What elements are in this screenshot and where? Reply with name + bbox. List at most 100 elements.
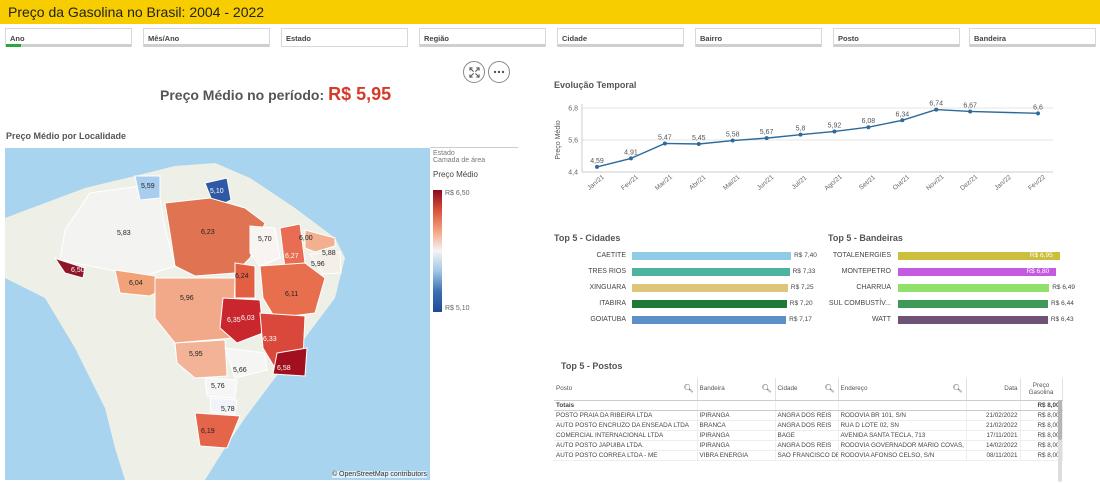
bar-category-label: MONTEPETRO (841, 268, 891, 275)
data-point (662, 141, 667, 146)
bar-row[interactable]: WATT (820, 315, 891, 325)
table-row[interactable]: POSTO PRAIA DA RIBEIRA LTDA IPIRANGA ANGRA… (554, 410, 1063, 421)
state-goias[interactable] (219, 297, 264, 344)
x-tick-label: Jan/22 (993, 174, 1013, 192)
state-tocantins[interactable] (234, 262, 256, 299)
totals-row: Totais R$ 8,00 (554, 400, 1063, 411)
map-label: 6,19 (201, 428, 215, 435)
bar-row[interactable]: ITABIRA (554, 299, 626, 309)
col-preco[interactable]: Preço Gasolina (1020, 378, 1063, 401)
search-icon[interactable]: 🔍︎ (952, 384, 963, 393)
bar[interactable] (632, 252, 792, 260)
bar[interactable] (632, 268, 790, 276)
col-cidade[interactable]: Cidade 🔍︎ (775, 378, 839, 401)
state-roraima[interactable] (134, 175, 161, 201)
bar-row[interactable]: SUL COMBUSTÍV... (820, 299, 891, 309)
bar-category-label: CHARRUA (856, 284, 891, 291)
state-maranhao[interactable] (249, 225, 281, 267)
table-row[interactable]: AUTO POSTO JAPUIBA LTDA. IPIRANGA ANGRA DO… (554, 440, 1063, 451)
filter-posto[interactable]: Posto (833, 28, 960, 47)
table-cell: IPIRANGA (697, 430, 776, 441)
filter-bandeira[interactable]: Bandeira (969, 28, 1096, 47)
bar-row[interactable]: XINGUARA (554, 283, 626, 293)
table-row[interactable]: AUTO POSTO CORREA LTDA - ME VIBRA ENERGIA… (554, 450, 1063, 461)
filter-regiao[interactable]: Região (419, 28, 546, 47)
legend-gradient (433, 190, 442, 312)
x-tick-label: Fev/22 (1027, 174, 1047, 192)
search-icon[interactable]: 🔍︎ (683, 384, 694, 393)
bar-value-label: R$ 6,80 (1026, 268, 1050, 275)
bar[interactable] (898, 300, 1049, 308)
state-parana[interactable] (204, 377, 238, 399)
map-label: 5,76 (211, 383, 225, 390)
col-posto[interactable]: Posto 🔍︎ (554, 378, 698, 401)
table-row[interactable]: COMERCIAL INTERNACIONAL LTDA IPIRANGA BAGE… (554, 430, 1063, 441)
expand-button[interactable] (463, 61, 485, 83)
data-label: 5,45 (692, 135, 706, 142)
bar-category-label: TRES RIOS (588, 268, 626, 275)
bar[interactable] (632, 300, 787, 308)
filter-bairro[interactable]: Bairro (695, 28, 822, 47)
bar-row[interactable]: MONTEPETRO (820, 267, 891, 277)
data-label: 4,91 (624, 149, 638, 156)
bar[interactable] (898, 284, 1050, 292)
state-rio-grande-do-sul[interactable] (194, 412, 241, 449)
bar-value-label: R$ 7,20 (789, 300, 813, 307)
data-point (696, 142, 701, 146)
state-mato-grosso[interactable] (154, 277, 236, 344)
x-tick-label: Dez/21 (959, 173, 980, 192)
search-icon[interactable]: 🔍︎ (824, 384, 835, 393)
bar-row[interactable]: TOTALENERGIES (820, 251, 891, 261)
bar-category-label: TOTALENERGIES (832, 252, 891, 259)
data-point (1036, 111, 1040, 116)
table-cell: R$ 8,00 (1020, 450, 1063, 461)
bar[interactable] (898, 252, 1060, 260)
legend-sub: Camada de área (433, 157, 486, 164)
state-rio-de-janeiro[interactable] (272, 347, 308, 377)
filter-estado[interactable]: Estado (281, 28, 408, 47)
table-row[interactable]: AUTO POSTO ENCRUZO DA ENSEADA LTDA BRANCA… (554, 420, 1063, 431)
table-cell: AUTO POSTO ENCRUZO DA ENSEADA LTDA (554, 420, 698, 431)
map-credit[interactable]: © OpenStreetMap contributors (331, 471, 427, 478)
bar-row[interactable]: CHARRUA (820, 283, 891, 293)
line-chart[interactable]: 6,8 5,6 4,4 Preço Médio 4,59 Jan/21 4,91 Fev/21… (548, 96, 1068, 196)
more-button[interactable] (488, 61, 510, 83)
state-sao-paulo[interactable] (224, 347, 268, 379)
filter-cidade[interactable]: Cidade (557, 28, 684, 47)
search-icon[interactable]: 🔍︎ (761, 384, 772, 393)
bar[interactable] (632, 284, 788, 292)
x-tick-label: Set/21 (858, 174, 877, 192)
col-endereco[interactable]: Endereço 🔍︎ (838, 378, 967, 401)
data-label: 6,34 (895, 111, 909, 118)
bar[interactable] (632, 316, 787, 324)
state-bahia[interactable] (259, 262, 326, 319)
state-ceara[interactable] (304, 229, 336, 253)
bar-row[interactable]: CAETITE (554, 251, 626, 261)
state-mato-grosso-do-sul[interactable] (174, 339, 228, 379)
data-label: 6,08 (862, 118, 876, 125)
bar[interactable] (898, 316, 1048, 324)
table-cell: R$ 8,00 (1020, 410, 1063, 421)
bar-category-label: ITABIRA (599, 300, 626, 307)
map-label: 5,10 (210, 188, 224, 195)
filter-mes-ano[interactable]: Mês/Ano (143, 28, 270, 47)
bar-row[interactable]: GOIATUBA (554, 315, 626, 325)
col-data[interactable]: Data (966, 378, 1021, 401)
state-acre[interactable] (53, 256, 86, 279)
legend-layer: Estado (433, 150, 455, 157)
state-pernambuco[interactable] (309, 251, 342, 275)
choropleth-map[interactable]: 5,59 5,10 5,83 6,23 5,70 6,27 6,00 5,88 … (5, 148, 430, 480)
data-point (866, 125, 871, 130)
table-cell: RODOVIA AFONSO CELSO, S/N (838, 450, 967, 461)
filter-ano[interactable]: Ano (5, 28, 132, 47)
table-scrollbar[interactable] (1058, 400, 1062, 482)
col-bandeira[interactable]: Bandeira 🔍︎ (697, 378, 776, 401)
bar[interactable] (898, 268, 1057, 276)
state-santa-catarina[interactable] (209, 397, 238, 415)
y-tick-label: 5,6 (568, 138, 578, 145)
bar-row[interactable]: TRES RIOS (554, 267, 626, 277)
x-tick-label: Jan/21 (586, 174, 606, 192)
state-piaui[interactable] (279, 223, 306, 269)
data-label: 4,59 (590, 158, 604, 165)
bar-category-label: CAETITE (596, 252, 626, 259)
